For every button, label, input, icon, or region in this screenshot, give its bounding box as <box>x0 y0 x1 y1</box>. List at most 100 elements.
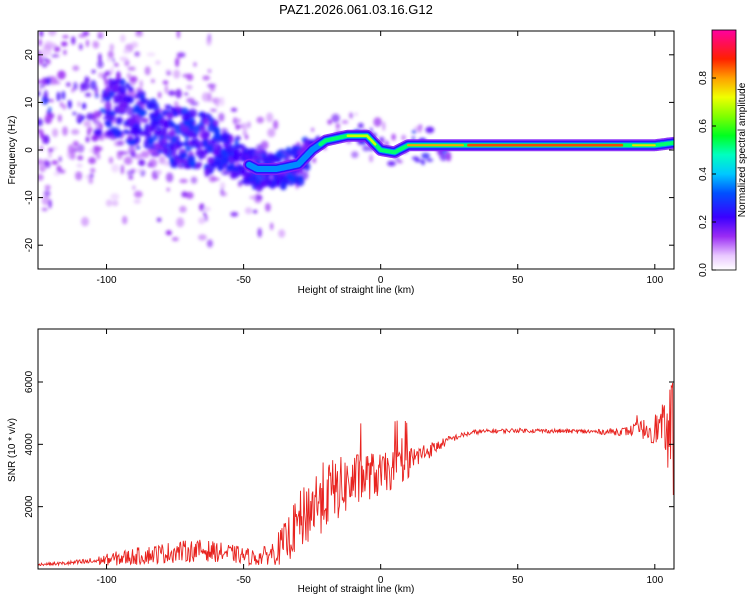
spectrogram-noise-blob <box>38 158 44 166</box>
spectrogram-noise-blob <box>59 101 64 108</box>
spectrogram-band-blob <box>188 108 198 118</box>
spectrogram-noise-blob <box>175 57 180 68</box>
spectrogram-band-blob <box>127 85 134 93</box>
spectrogram-noise-blob <box>93 128 103 137</box>
spectrogram-noise-blob <box>62 126 68 136</box>
spectrogram-ridge-core <box>346 134 377 146</box>
spectrogram-band-blob <box>181 113 191 122</box>
spectrogram-noise-blob <box>133 198 141 204</box>
spectrogram-noise-blob <box>42 134 46 144</box>
spectrogram-band-blob <box>223 140 231 149</box>
spectrogram-band-blob <box>185 145 192 152</box>
spectrogram-noise-blob <box>84 13 89 21</box>
spectrogram-noise-blob <box>57 114 62 123</box>
spectrogram-noise-blob <box>349 112 354 119</box>
spectrogram-noise-blob <box>56 91 61 102</box>
spectrogram-noise-blob <box>446 151 452 162</box>
spectrogram-noise-blob <box>41 207 48 212</box>
colorbar-ticks: 0.0 0.2 0.4 0.6 0.8 <box>698 71 716 277</box>
spectrogram-noise-blob <box>54 80 61 85</box>
spectrogram-noise-blob <box>104 78 108 87</box>
spectrogram-noise-blob <box>136 168 143 174</box>
spectrogram-noise-blob <box>61 41 68 47</box>
spectrogram-noise-blob <box>77 144 85 153</box>
spectrogram-band-blob <box>150 151 161 157</box>
spectrogram-noise-blob <box>77 155 84 161</box>
spectrogram-noise-blob <box>109 43 115 52</box>
snr-x-tick-label: 100 <box>646 575 663 586</box>
spectrogram-band-blob <box>297 145 302 151</box>
spectrogram-noise-blob <box>120 34 126 43</box>
spectrogram-y-tick-label: 0 <box>24 147 35 153</box>
spectrogram-band-blob <box>183 164 192 169</box>
spectrogram-noise-blob <box>50 99 54 103</box>
snr-y-tick-label: 4000 <box>24 433 35 456</box>
spectrogram-x-tick-label: 0 <box>378 275 384 286</box>
snr-x-label: Height of straight line (km) <box>298 584 415 595</box>
spectrogram-band-blob <box>128 117 136 126</box>
spectrogram-noise-blob <box>177 53 181 60</box>
spectrogram-band-blob <box>148 137 154 146</box>
spectrogram-noise-blob <box>97 60 104 69</box>
spectrogram-noise-blob <box>48 199 52 209</box>
spectrogram-band-blob <box>168 119 174 126</box>
spectrogram-band-blob <box>159 135 165 140</box>
spectrogram-band-blob <box>135 107 143 112</box>
spectrogram-band-blob <box>149 113 155 119</box>
spectrogram-band-blob <box>133 127 142 135</box>
spectrogram-noise-blob <box>57 70 66 80</box>
spectrogram-noise-blob <box>88 148 94 153</box>
spectrogram-noise-blob <box>75 171 83 181</box>
spectrogram-noise-blob <box>43 90 48 100</box>
spectrogram-noise-blob <box>215 97 220 108</box>
spectrogram-noise-blob <box>48 147 54 153</box>
snr-x-tick-label: -50 <box>236 575 251 586</box>
spectrogram-noise-blob <box>369 154 374 163</box>
spectrogram-noise-blob <box>43 189 51 198</box>
spectrogram-noise-blob <box>166 187 170 192</box>
spectrogram-noise-blob <box>107 50 114 59</box>
spectrogram-noise-blob <box>83 120 92 127</box>
spectrogram-noise-blob <box>38 84 46 89</box>
spectrogram-noise-blob <box>242 130 248 136</box>
spectrogram-noise-blob <box>156 217 162 222</box>
spectrogram-band-blob <box>172 160 178 167</box>
colorbar-label: Normalized spectral amplitude <box>737 82 748 217</box>
spectrogram-band-blob <box>195 143 200 150</box>
spectrogram-band-blob <box>172 110 179 117</box>
spectrogram-noise-blob <box>76 163 83 168</box>
spectrogram-noise-blob <box>426 158 434 163</box>
spectrogram-noise-blob <box>45 76 52 86</box>
spectrogram-band-blob <box>119 78 126 86</box>
spectrogram-noise-blob <box>136 31 142 33</box>
spectrogram-band-blob <box>152 134 158 142</box>
spectrogram-noise-blob <box>91 134 99 142</box>
spectrogram-noise-blob <box>138 159 146 167</box>
spectrogram-band-blob <box>190 139 196 143</box>
spectrogram-noise-blob <box>119 56 129 62</box>
spectrogram-noise-blob <box>139 79 143 89</box>
spectrogram-noise-blob <box>425 126 435 134</box>
spectrogram-noise-blob <box>78 43 83 51</box>
spectrogram-noise-blob <box>235 124 241 130</box>
spectrogram-band-blob <box>264 179 274 187</box>
spectrogram-noise-blob <box>158 155 166 165</box>
spectrogram-noise-blob <box>67 99 72 109</box>
spectrogram-noise-blob <box>230 211 239 217</box>
spectrogram-noise-blob <box>51 54 60 58</box>
spectrogram-band-blob <box>105 120 113 128</box>
spectrogram-noise-blob <box>100 99 105 103</box>
spectrogram-band-blob <box>275 157 281 164</box>
spectrogram-band-blob <box>210 138 217 145</box>
spectrogram-noise-blob <box>129 75 138 83</box>
spectrogram-band-blob <box>146 126 152 133</box>
spectrogram-noise-blob <box>80 81 90 91</box>
spectrogram-band-blob <box>106 131 113 137</box>
spectrogram-noise-blob <box>296 142 301 146</box>
spectrogram-noise-blob <box>265 202 271 212</box>
spectrogram-noise-blob <box>58 156 62 163</box>
spectrogram-band-blob <box>156 126 161 131</box>
spectrogram-noise-blob <box>241 122 248 131</box>
spectrogram-noise-blob <box>124 59 130 67</box>
spectrogram-noise-blob <box>163 160 171 167</box>
